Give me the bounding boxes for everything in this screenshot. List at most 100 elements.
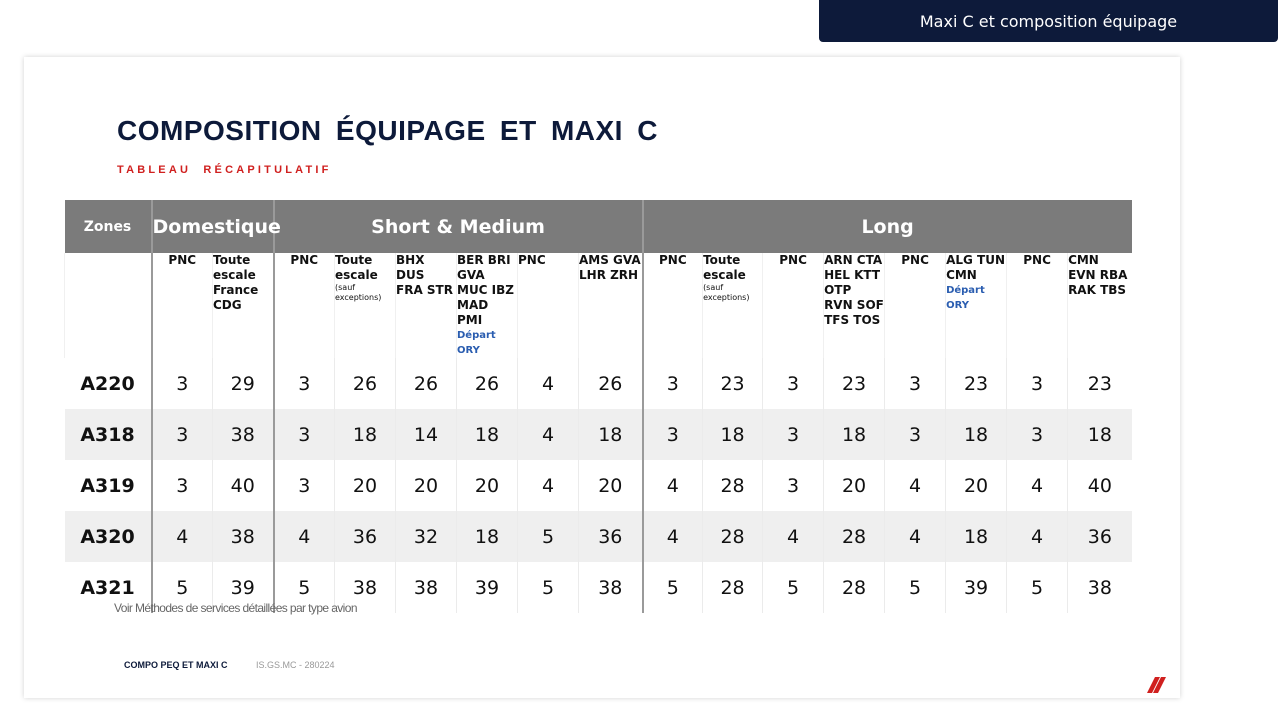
table-cell: 3: [150, 409, 213, 460]
table-cell: 4: [517, 460, 579, 511]
table-cell: 4: [1006, 511, 1068, 562]
line: FRA STR: [396, 283, 453, 297]
departure-ory-label: Départ ORY: [946, 285, 985, 311]
table-cell: 29: [212, 358, 274, 409]
table-cell: 23: [1067, 358, 1132, 409]
table-cell: 5: [272, 562, 335, 613]
table-row: A319 3 40 3 20 20 20 4 20 4 28 3 20 4 20 4 40: [65, 460, 1132, 511]
slide: COMPOSITION ÉQUIPAGE ET MAXI C TABLEAU R…: [24, 57, 1180, 698]
table-cell: 5: [517, 511, 579, 562]
subheader-lg-pnc2: PNC: [762, 253, 824, 358]
table-cell: 18: [334, 409, 396, 460]
table-cell: 5: [641, 562, 703, 613]
table-cell: 28: [823, 562, 885, 613]
table-cell: 40: [212, 460, 274, 511]
table-cell: 38: [334, 562, 396, 613]
table-cell: 26: [395, 358, 457, 409]
table-cell: 5: [150, 562, 213, 613]
table-cell: 4: [1006, 460, 1068, 511]
airline-logo-stripes-icon: [1147, 677, 1166, 693]
table-cell: 3: [641, 409, 703, 460]
aircraft-type: A319: [80, 474, 135, 497]
table-cell: 23: [945, 358, 1007, 409]
table-cell: 39: [212, 562, 274, 613]
aircraft-type: A220: [80, 372, 135, 395]
aircraft-type: A321: [80, 576, 135, 599]
table-cell: 18: [1067, 409, 1132, 460]
line: ALG TUN: [946, 253, 1005, 267]
table-cell: 4: [517, 409, 579, 460]
table-cell: 39: [456, 562, 518, 613]
line: MAD PMI: [457, 298, 489, 327]
table-cell: 5: [517, 562, 579, 613]
subheader-lg-pnc3: PNC: [884, 253, 946, 358]
footer-code: IS.GS.MC - 280224: [256, 660, 335, 670]
group-short-medium: Short & Medium: [272, 200, 643, 253]
subheader-sm-ams: AMS GVA LHR ZRH: [577, 253, 643, 358]
table-cell: 38: [212, 409, 274, 460]
table-cell: 3: [1006, 358, 1068, 409]
page-subtitle: TABLEAU RÉCAPITULATIF: [117, 164, 332, 176]
departure-ory-label: Départ ORY: [457, 330, 496, 356]
group-header-row: Zones Domestique Short & Medium Long: [64, 200, 1132, 253]
line: CDG: [213, 298, 242, 312]
line: OTP: [824, 283, 852, 297]
subheader-lg-arn: ARN CTA HEL KTT OTP RVN SOF TFS TOS: [823, 253, 885, 358]
service-methods-note: Voir Méthodes de services détaillées par…: [114, 601, 357, 615]
line: GVA: [457, 268, 485, 282]
table-cell: 38: [577, 562, 643, 613]
table-cell: 4: [884, 460, 946, 511]
table-cell: 26: [456, 358, 518, 409]
table-cell: 23: [823, 358, 885, 409]
table-cell: 5: [1006, 562, 1068, 613]
table-cell: 4: [641, 460, 703, 511]
line: escale: [335, 268, 378, 282]
table-cell: 18: [702, 409, 763, 460]
line: MUC IBZ: [457, 283, 514, 297]
table-cell: 20: [823, 460, 885, 511]
subheader-sm-bhx: BHX DUS FRA STR: [395, 253, 457, 358]
table-cell: 28: [702, 460, 763, 511]
table-cell: 3: [1006, 409, 1068, 460]
subheader-sm-escale: Toute escale (sauf exceptions): [334, 253, 396, 358]
crew-composition-table: Zones Domestique Short & Medium Long PNC…: [64, 200, 1132, 613]
exceptions-note: (sauf: [703, 283, 724, 292]
line: RAK TBS: [1068, 283, 1127, 297]
table-cell: 4: [150, 511, 213, 562]
line: BHX DUS: [396, 253, 425, 282]
line: escale: [703, 268, 746, 282]
group-long: Long: [641, 200, 1132, 253]
table-cell: 36: [577, 511, 643, 562]
subheader-dom-escale: Toute escale France CDG: [212, 253, 274, 358]
line: Toute: [213, 253, 251, 267]
subheader-sm-pnc2: PNC: [517, 253, 579, 358]
table-cell: 38: [212, 511, 274, 562]
subheader-lg-cmn: CMN EVN RBA RAK TBS: [1067, 253, 1132, 358]
line: ARN CTA: [824, 253, 883, 267]
subheader-lg-escale: Toute escale (sauf exceptions): [702, 253, 763, 358]
line: BER BRI: [457, 253, 511, 267]
subheader-sm-pnc: PNC: [272, 253, 335, 358]
table-cell: 3: [641, 358, 703, 409]
subheader-sm-ber: BER BRI GVA MUC IBZ MAD PMI Départ ORY: [456, 253, 518, 358]
table-cell: 38: [1067, 562, 1132, 613]
line: Toute: [335, 253, 373, 267]
table-cell: 20: [577, 460, 643, 511]
table-cell: 4: [762, 511, 824, 562]
table-cell: 40: [1067, 460, 1132, 511]
table-cell: 18: [456, 409, 518, 460]
table-cell: 28: [702, 562, 763, 613]
table-cell: 3: [272, 460, 335, 511]
table-cell: 18: [945, 511, 1007, 562]
table-row: A320 4 38 4 36 32 18 5 36 4 28 4 28 4 18 4 36: [64, 511, 1132, 562]
table-row: A220 3 29 3 26 26 26 4 26 3 23 3 23 3 23 3 23: [65, 358, 1132, 409]
section-badge: Maxi C et composition équipage: [819, 0, 1278, 42]
table-cell: 4: [272, 511, 335, 562]
table-cell: 3: [272, 409, 335, 460]
table-cell: 20: [456, 460, 518, 511]
table-cell: 18: [577, 409, 643, 460]
subheader-empty: [64, 253, 152, 358]
subheader-lg-pnc: PNC: [641, 253, 703, 358]
table-cell: 4: [517, 358, 579, 409]
line: TFS TOS: [824, 313, 881, 327]
